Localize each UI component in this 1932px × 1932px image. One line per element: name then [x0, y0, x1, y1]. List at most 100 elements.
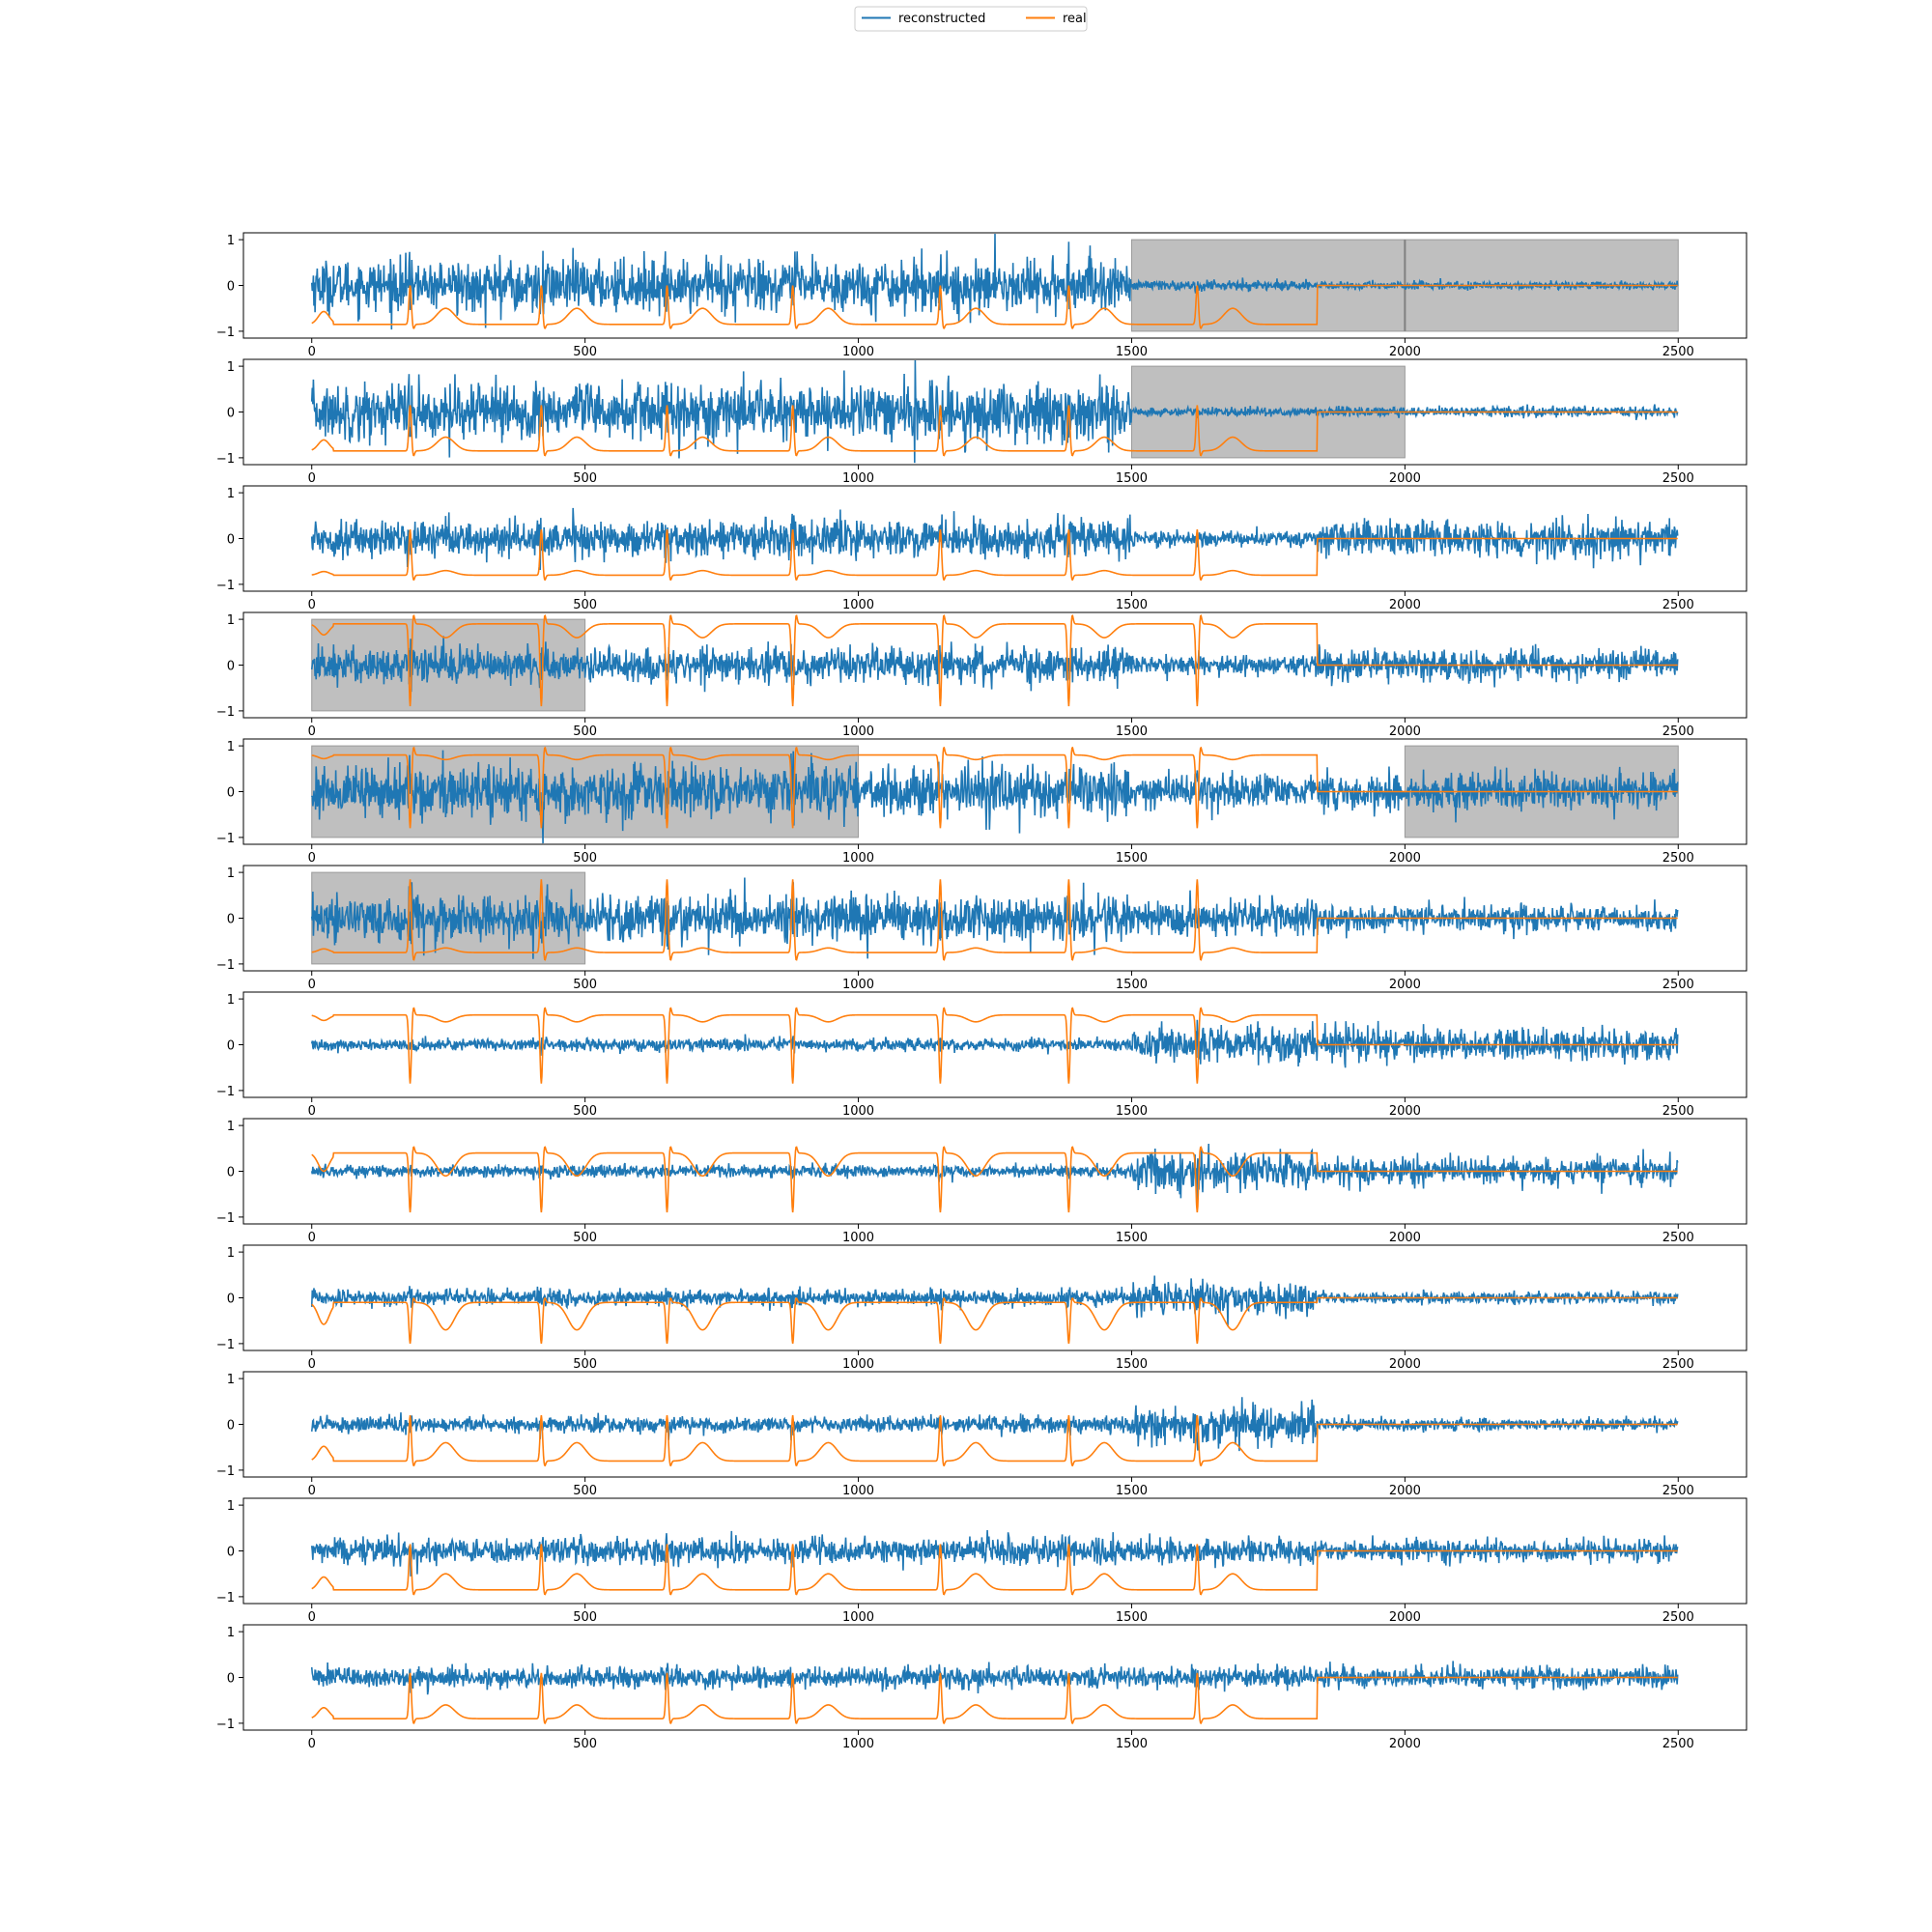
x-tick-label: 0	[308, 1357, 316, 1372]
y-tick-label: 0	[227, 786, 235, 801]
real-line	[311, 879, 1678, 961]
y-tick-label: 1	[227, 1499, 235, 1514]
reconstructed-line	[310, 1530, 1679, 1577]
y-tick-label: −1	[216, 705, 235, 720]
x-tick-label: 1000	[842, 345, 874, 359]
legend-label-reconstructed: reconstructed	[898, 12, 985, 26]
y-tick-label: 1	[227, 487, 235, 501]
y-tick-label: 1	[227, 1373, 235, 1387]
subplot-9: −1 0 1 0 500 1000 1500 2000 2500	[216, 1244, 1747, 1372]
x-tick-label: 1000	[842, 1357, 874, 1372]
y-tick-label: −1	[216, 1211, 235, 1226]
real-line	[311, 528, 1678, 582]
x-tick-label: 1500	[1116, 1484, 1148, 1498]
y-tick-label: −1	[216, 1464, 235, 1479]
y-tick-label: 0	[227, 1166, 235, 1180]
y-tick-label: 0	[227, 1039, 235, 1054]
x-tick-label: 0	[308, 1737, 316, 1751]
real-line	[311, 746, 1678, 829]
x-tick-label: 500	[573, 1231, 597, 1245]
y-tick-label: 0	[227, 533, 235, 548]
x-tick-label: 1000	[842, 598, 874, 612]
x-tick-label: 1000	[842, 1737, 874, 1751]
reconstructed-line	[310, 636, 1679, 693]
x-tick-label: 0	[308, 471, 316, 486]
legend-label-real: real	[1063, 12, 1087, 26]
y-tick-label: 1	[227, 613, 235, 628]
x-tick-label: 1500	[1116, 724, 1148, 739]
x-tick-label: 1000	[842, 978, 874, 992]
y-tick-label: 1	[227, 1246, 235, 1261]
x-tick-label: 1500	[1116, 978, 1148, 992]
x-tick-label: 0	[308, 978, 316, 992]
x-tick-label: 500	[573, 471, 597, 486]
x-tick-label: 0	[308, 851, 316, 866]
x-tick-label: 500	[573, 1357, 597, 1372]
y-tick-label: 0	[227, 280, 235, 295]
x-tick-label: 0	[308, 345, 316, 359]
x-tick-label: 2000	[1389, 345, 1421, 359]
y-tick-label: 1	[227, 1120, 235, 1134]
x-tick-label: 2000	[1389, 1484, 1421, 1498]
y-tick-label: 0	[227, 1293, 235, 1307]
y-tick-label: 0	[227, 407, 235, 421]
x-tick-label: 2000	[1389, 1104, 1421, 1119]
x-tick-label: 2500	[1662, 471, 1694, 486]
x-tick-label: 2500	[1662, 1231, 1694, 1245]
x-tick-label: 1500	[1116, 345, 1148, 359]
subplot-12: −1 0 1 0 500 1000 1500 2000 2500	[216, 1624, 1747, 1751]
x-tick-label: 2500	[1662, 1484, 1694, 1498]
reconstructed-line	[310, 1275, 1679, 1327]
x-tick-label: 0	[308, 724, 316, 739]
x-tick-label: 1500	[1116, 471, 1148, 486]
y-tick-label: 1	[227, 1626, 235, 1640]
x-tick-label: 500	[573, 724, 597, 739]
subplot-4: −1 0 1 0 500 1000 1500 2000 2500	[216, 611, 1747, 739]
y-tick-label: 0	[227, 660, 235, 674]
x-tick-label: 2500	[1662, 724, 1694, 739]
x-tick-label: 500	[573, 851, 597, 866]
x-tick-label: 1500	[1116, 1104, 1148, 1119]
x-tick-label: 0	[308, 1104, 316, 1119]
real-line	[311, 1146, 1678, 1213]
x-tick-label: 500	[573, 1610, 597, 1625]
x-tick-label: 2000	[1389, 471, 1421, 486]
x-tick-label: 2000	[1389, 1357, 1421, 1372]
x-tick-label: 0	[308, 598, 316, 612]
y-tick-label: 0	[227, 1672, 235, 1687]
x-tick-label: 1000	[842, 1484, 874, 1498]
x-tick-label: 500	[573, 1737, 597, 1751]
x-tick-label: 500	[573, 1104, 597, 1119]
real-line	[311, 1414, 1678, 1467]
subplot-2: −1 0 1 0 500 1000 1500 2000 2500	[216, 358, 1747, 486]
x-tick-label: 1000	[842, 724, 874, 739]
x-tick-label: 0	[308, 1231, 316, 1245]
x-tick-label: 2500	[1662, 1357, 1694, 1372]
legend-frame	[854, 6, 1088, 32]
x-tick-label: 1500	[1116, 1737, 1148, 1751]
subplot-10: −1 0 1 0 500 1000 1500 2000 2500	[216, 1371, 1747, 1498]
y-tick-label: −1	[216, 326, 235, 340]
real-line	[311, 1672, 1678, 1724]
x-tick-label: 1000	[842, 1610, 874, 1625]
x-tick-label: 2500	[1662, 1737, 1694, 1751]
x-tick-label: 1000	[842, 471, 874, 486]
y-tick-label: −1	[216, 1591, 235, 1605]
x-tick-label: 2500	[1662, 851, 1694, 866]
x-tick-label: 2500	[1662, 978, 1694, 992]
x-tick-label: 1000	[842, 1231, 874, 1245]
x-tick-label: 2000	[1389, 1610, 1421, 1625]
real-line	[311, 614, 1678, 707]
y-tick-label: −1	[216, 958, 235, 973]
x-tick-label: 2000	[1389, 978, 1421, 992]
x-tick-label: 1500	[1116, 1357, 1148, 1372]
y-tick-label: 1	[227, 234, 235, 248]
y-tick-label: 1	[227, 740, 235, 754]
y-tick-label: 0	[227, 913, 235, 927]
y-tick-label: 1	[227, 360, 235, 375]
subplot-6: −1 0 1 0 500 1000 1500 2000 2500	[216, 865, 1747, 992]
x-tick-label: 1000	[842, 1104, 874, 1119]
x-tick-label: 500	[573, 1484, 597, 1498]
subplot-8: −1 0 1 0 500 1000 1500 2000 2500	[216, 1118, 1747, 1245]
